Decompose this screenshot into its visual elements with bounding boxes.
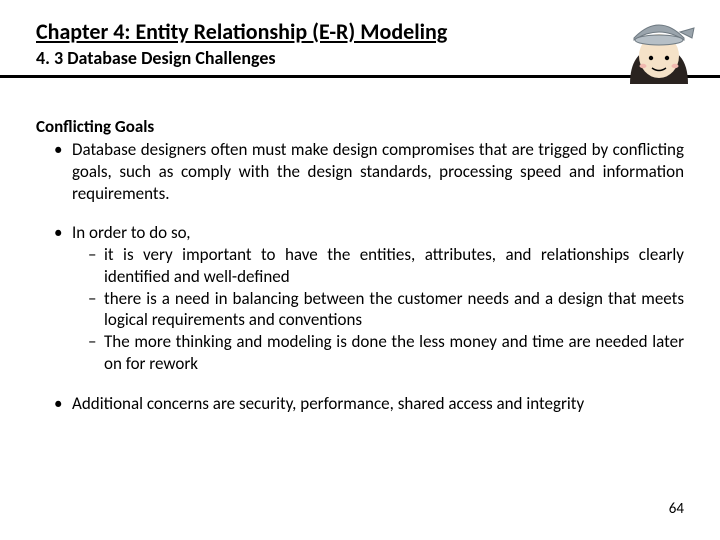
list-item: The more thinking and modeling is done t…	[88, 331, 684, 375]
slide-content: Conflicting Goals Database designers oft…	[0, 78, 720, 414]
sub-bullet-list: it is very important to have the entitie…	[72, 244, 684, 375]
list-item: In order to do so, it is very important …	[54, 222, 684, 374]
list-item: Database designers often must make desig…	[54, 139, 684, 204]
bullet-list: Database designers often must make desig…	[36, 139, 684, 414]
list-item: Additional concerns are security, perfor…	[54, 393, 684, 415]
chapter-title: Chapter 4: Entity Relationship (E-R) Mod…	[36, 18, 684, 45]
bullet-text: Database designers often must make desig…	[72, 139, 684, 204]
content-heading: Conflicting Goals	[36, 116, 684, 137]
list-item: it is very important to have the entitie…	[88, 244, 684, 288]
section-title: 4. 3 Database Design Challenges	[36, 47, 684, 69]
list-item: there is a need in balancing between the…	[88, 288, 684, 332]
bullet-lead: In order to do so,	[72, 222, 684, 244]
bullet-text: Additional concerns are security, perfor…	[72, 393, 584, 414]
page-number: 64	[669, 500, 684, 518]
cartoon-avatar-icon	[622, 10, 696, 84]
slide-header: Chapter 4: Entity Relationship (E-R) Mod…	[0, 0, 720, 78]
